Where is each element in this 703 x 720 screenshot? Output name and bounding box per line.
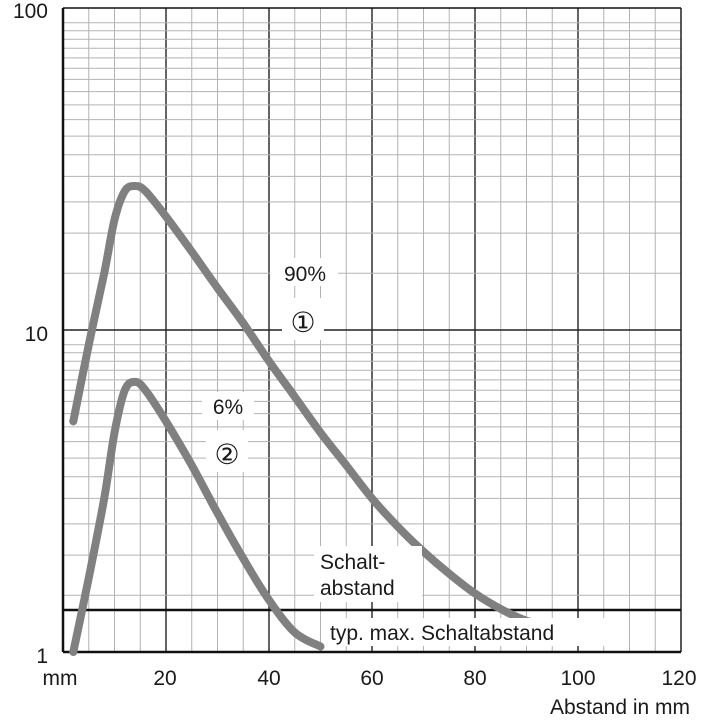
x-tick-label: 100 — [560, 667, 595, 690]
x-tick-label: 120 — [661, 667, 696, 690]
series-2-label: 6% — [213, 396, 243, 419]
y-tick-label: 100 — [13, 0, 48, 23]
series-1-curve — [69, 181, 546, 629]
label-bg — [270, 258, 338, 286]
label-bg — [314, 546, 422, 602]
curves — [69, 181, 546, 656]
y-tick-label: 10 — [25, 323, 48, 346]
x-tick-label: 20 — [153, 667, 176, 690]
label-bg — [282, 298, 324, 340]
label-bg — [326, 618, 618, 646]
schaltabstand-label-line1: Schalt- — [320, 551, 385, 574]
y-tick-label: 1 — [36, 645, 48, 668]
label-bg — [202, 392, 254, 420]
x-axis-title: Abstand in mm — [550, 696, 690, 719]
axes — [61, 7, 682, 654]
series-2-marker: ② — [214, 438, 239, 471]
x-tick-label: 80 — [463, 667, 486, 690]
series-1-label: 90% — [284, 263, 326, 286]
x-unit-label: mm — [43, 667, 78, 690]
series-2-curve — [69, 377, 325, 656]
schaltabstand-label-line2: abstand — [320, 577, 395, 600]
x-tick-label: 40 — [257, 667, 280, 690]
x-tick-label: 60 — [360, 667, 383, 690]
labels: 100 10 1 mm 20 40 60 80 100 120 Abstand … — [13, 0, 697, 719]
label-bg — [206, 430, 248, 472]
series-1-marker: ① — [290, 306, 315, 339]
typ-max-label: typ. max. Schaltabstand — [330, 622, 554, 645]
